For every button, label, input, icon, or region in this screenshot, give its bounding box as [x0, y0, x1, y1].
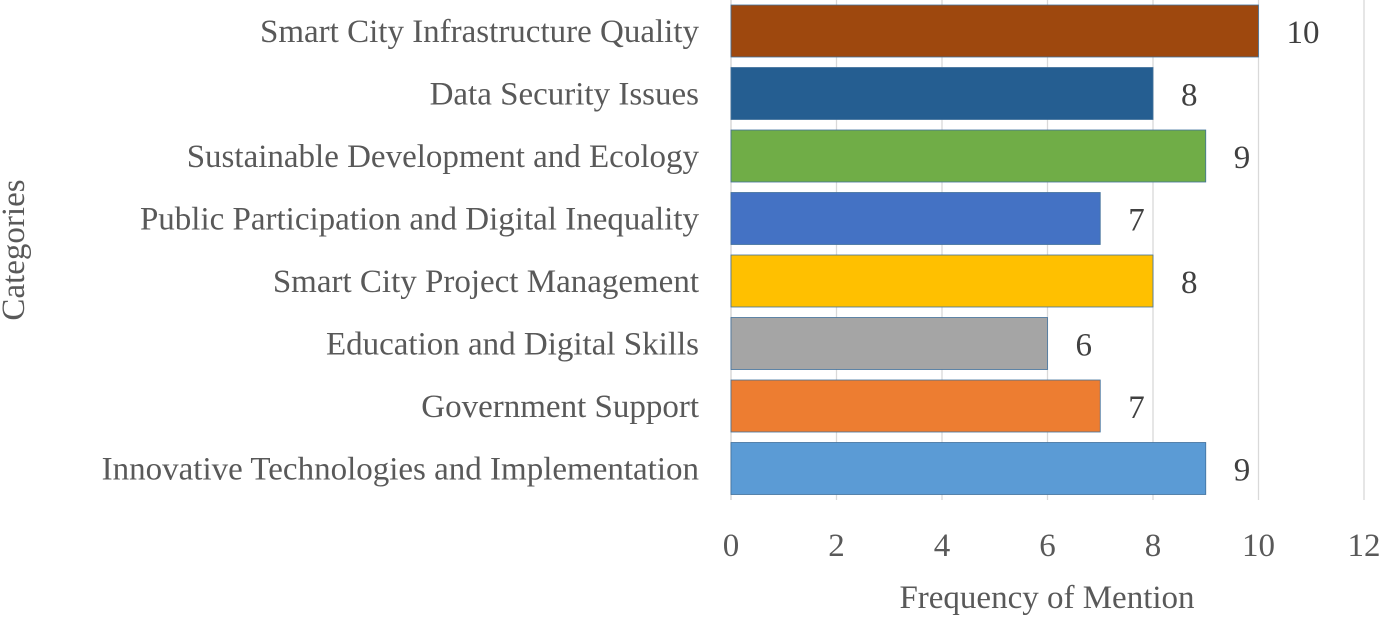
x-axis-title: Frequency of Mention — [899, 580, 1194, 616]
bar — [730, 254, 1154, 308]
x-tick-label: 2 — [828, 528, 845, 564]
category-label: Smart City Project Management — [273, 264, 699, 300]
category-label: Government Support — [421, 389, 699, 425]
category-labels: Smart City Infrastructure Quality Data Se… — [102, 14, 700, 488]
category-label: Education and Digital Skills — [326, 327, 699, 363]
x-tick-labels: 0 2 4 6 8 10 12 — [723, 528, 1381, 564]
x-tick-label: 8 — [1145, 528, 1162, 564]
data-label: 6 — [1076, 328, 1093, 364]
y-axis-title: Categories — [0, 179, 32, 320]
x-tick-label: 10 — [1242, 528, 1275, 564]
x-tick-label: 0 — [723, 528, 740, 564]
category-label: Public Participation and Digital Inequal… — [140, 202, 700, 238]
x-tick-label: 6 — [1039, 528, 1056, 564]
data-label: 8 — [1181, 265, 1198, 301]
category-label: Data Security Issues — [430, 77, 699, 113]
bar — [730, 192, 1101, 245]
bar — [730, 67, 1154, 120]
data-label: 7 — [1128, 390, 1145, 426]
x-tick-label: 4 — [934, 528, 951, 564]
bar — [730, 4, 1259, 58]
category-label: Smart City Infrastructure Quality — [260, 14, 699, 50]
x-tick-label: 12 — [1348, 528, 1381, 564]
data-label: 8 — [1181, 78, 1198, 114]
bar — [730, 317, 1048, 370]
data-label: 9 — [1234, 453, 1251, 489]
data-label: 7 — [1128, 203, 1145, 239]
bar — [730, 442, 1207, 495]
bar — [730, 379, 1101, 433]
data-label: 9 — [1234, 140, 1251, 176]
bar — [730, 129, 1207, 183]
bars — [730, 4, 1259, 495]
category-label: Innovative Technologies and Implementati… — [102, 452, 699, 488]
category-label: Sustainable Development and Ecology — [187, 139, 700, 175]
data-label: 10 — [1287, 15, 1320, 51]
